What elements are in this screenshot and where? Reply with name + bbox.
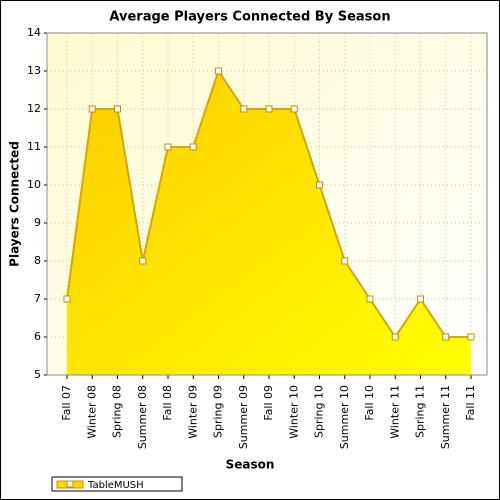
marker — [290, 105, 298, 113]
x-tick-label: Fall 10 — [363, 385, 376, 421]
x-tick-label: Spring 11 — [414, 385, 427, 438]
marker — [391, 333, 399, 341]
x-tick-label: Fall 08 — [161, 385, 174, 421]
chart-title: Average Players Connected By Season — [109, 10, 390, 25]
x-tick-label: Summer 08 — [136, 385, 149, 449]
marker — [164, 143, 172, 151]
y-tick-label: 7 — [34, 292, 41, 305]
marker — [215, 67, 222, 75]
marker — [88, 105, 96, 113]
marker — [467, 333, 475, 341]
plot-border — [46, 32, 488, 376]
x-tick-label: Summer 09 — [237, 385, 250, 449]
y-tick-label: 6 — [34, 330, 41, 343]
x-tick-label: Fall 07 — [60, 385, 73, 421]
marker — [240, 105, 248, 113]
x-tick-label: Fall 09 — [262, 385, 275, 421]
y-tick-label: 9 — [34, 216, 41, 229]
y-tick-label: 13 — [27, 64, 41, 77]
marker — [341, 257, 349, 265]
legend-marker — [66, 480, 74, 488]
y-tick-label: 8 — [34, 254, 41, 267]
x-axis-label: Season — [226, 458, 275, 472]
y-tick-label: 14 — [27, 26, 41, 39]
y-tick-label: 11 — [27, 140, 41, 153]
marker — [366, 295, 374, 303]
x-tick-label: Summer 10 — [338, 385, 351, 449]
legend-box — [51, 476, 183, 492]
marker — [316, 181, 323, 189]
x-tick-label: Spring 10 — [313, 385, 326, 438]
x-tick-label: Winter 08 — [85, 385, 98, 439]
legend-label: TableMUSH — [87, 480, 144, 491]
x-tick-label: Winter 11 — [388, 385, 401, 439]
y-tick-label: 5 — [34, 368, 41, 381]
marker — [189, 143, 197, 151]
x-tick-label: Summer 11 — [439, 385, 452, 449]
marker — [417, 295, 424, 303]
x-tick-label: Fall 11 — [464, 385, 477, 421]
marker — [114, 105, 121, 113]
x-tick-label: Spring 08 — [111, 385, 124, 438]
y-tick-label: 12 — [27, 102, 41, 115]
marker — [139, 257, 147, 265]
marker — [265, 105, 273, 113]
marker — [442, 333, 450, 341]
y-axis-label: Players Connected — [8, 141, 22, 267]
x-tick-label: Spring 09 — [212, 385, 225, 438]
x-tick-label: Winter 09 — [186, 385, 199, 439]
y-tick-label: 10 — [27, 178, 41, 191]
marker — [63, 295, 71, 303]
x-tick-label: Winter 10 — [287, 385, 300, 439]
